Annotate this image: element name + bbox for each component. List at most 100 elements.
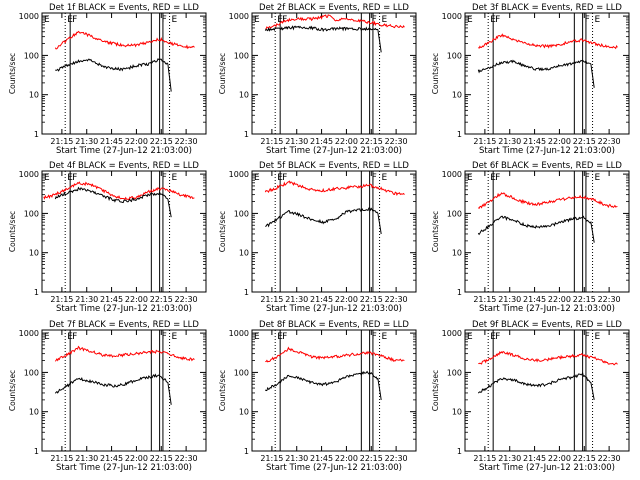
x-tick-label: 22:30 — [598, 137, 621, 146]
event-marker-letter: E — [490, 173, 496, 183]
chart-panel: Det 5f BLACK = Events, RED = LLD Start Ti… — [218, 161, 417, 314]
chart-panel: Det 4f BLACK = Events, RED = LLD Start Ti… — [8, 161, 207, 314]
y-tick-label: 1000 — [19, 170, 39, 179]
event-marker-letter: F — [495, 332, 500, 342]
x-tick-label: 21:45 — [100, 137, 123, 146]
chart-title: Det 7f BLACK = Events, RED = LLD — [49, 320, 199, 330]
event-marker-letter: F — [72, 173, 77, 183]
y-tick-label: 1 — [244, 447, 249, 456]
plot-frame — [251, 329, 417, 452]
lld-series-line — [477, 192, 618, 210]
event-marker-letter: F — [162, 332, 167, 342]
x-tick-label: 22:15 — [150, 454, 173, 463]
x-tick-label: 22:15 — [360, 137, 383, 146]
plot-frame — [251, 170, 417, 293]
plot-frame — [41, 12, 207, 135]
x-tick-label: 22:00 — [335, 137, 358, 146]
x-tick-label: 21:15 — [473, 295, 496, 304]
x-tick-label: 21:45 — [310, 454, 333, 463]
y-axis-label: Counts/sec — [218, 211, 227, 252]
chart-panel: Det 8f BLACK = Events, RED = LLD Start Ti… — [218, 320, 417, 473]
event-marker-letter: E — [382, 332, 388, 342]
event-marker-letter: E — [277, 332, 283, 342]
event-marker-letter: F — [585, 332, 590, 342]
x-tick-label: 22:00 — [335, 454, 358, 463]
lld-series-line — [478, 350, 618, 366]
chart-panel: Det 9f BLACK = Events, RED = LLD Start Ti… — [431, 320, 630, 473]
chart-title: Det 3f BLACK = Events, RED = LLD — [472, 3, 622, 13]
event-marker-letter: F — [585, 15, 590, 25]
plot-frame — [251, 12, 417, 135]
x-tick-label: 22:30 — [598, 295, 621, 304]
chart-title: Det 5f BLACK = Events, RED = LLD — [259, 161, 409, 171]
plot-frame — [464, 170, 630, 293]
event-marker-letter: E — [44, 15, 50, 25]
events-series-line — [55, 58, 172, 92]
events-series-line — [264, 25, 382, 53]
event-marker-letter: F — [495, 173, 500, 183]
y-tick-label: 1000 — [442, 170, 462, 179]
events-series-line — [477, 371, 595, 400]
x-tick-label: 21:45 — [310, 137, 333, 146]
x-tick-label: 21:15 — [260, 137, 283, 146]
events-series-line — [265, 206, 382, 235]
x-tick-label: 22:30 — [175, 454, 198, 463]
event-marker-letter: E — [467, 173, 473, 183]
event-marker-letter: E — [595, 15, 601, 25]
y-tick-label: 1000 — [19, 12, 39, 21]
x-tick-label: 21:45 — [523, 137, 546, 146]
x-tick-label: 22:15 — [360, 454, 383, 463]
chart-panel: Det 2f BLACK = Events, RED = LLD Start Ti… — [218, 3, 417, 156]
lld-series-line — [477, 33, 618, 50]
x-axis-label: Start Time (27-Jun-12 21:03:00) — [56, 304, 192, 314]
plot-frame — [464, 329, 630, 452]
x-tick-label: 22:30 — [598, 454, 621, 463]
event-marker-letter: E — [595, 332, 601, 342]
lld-series-line — [54, 345, 195, 362]
x-tick-label: 21:45 — [523, 454, 546, 463]
chart-panel: Det 3f BLACK = Events, RED = LLD Start Ti… — [431, 3, 630, 156]
event-marker-letter: F — [282, 332, 287, 342]
y-tick-label: 1 — [457, 447, 462, 456]
y-tick-label: 1 — [34, 288, 39, 297]
events-series-line — [54, 186, 172, 218]
y-axis-label: Counts/sec — [8, 53, 17, 94]
x-tick-label: 21:30 — [498, 295, 521, 304]
event-marker-letter: E — [172, 15, 178, 25]
y-tick-label: 1 — [34, 447, 39, 456]
y-tick-label: 100 — [447, 368, 462, 377]
plot-frame — [41, 170, 207, 293]
x-tick-label: 21:30 — [285, 454, 308, 463]
lld-series-line — [54, 30, 195, 50]
event-marker-letter: E — [67, 332, 73, 342]
event-marker-letter: E — [382, 15, 388, 25]
event-marker-letter: E — [595, 173, 601, 183]
chart-panel: Det 7f BLACK = Events, RED = LLD Start Ti… — [8, 320, 207, 473]
y-tick-label: 1 — [457, 130, 462, 139]
y-tick-label: 10 — [239, 91, 249, 100]
chart-title: Det 1f BLACK = Events, RED = LLD — [49, 3, 199, 13]
event-marker-letter: E — [277, 173, 283, 183]
x-tick-label: 22:15 — [573, 454, 596, 463]
event-marker-letter: E — [467, 332, 473, 342]
chart-title: Det 6f BLACK = Events, RED = LLD — [472, 161, 622, 171]
x-axis-label: Start Time (27-Jun-12 21:03:00) — [479, 146, 615, 156]
x-tick-label: 21:30 — [285, 137, 308, 146]
x-tick-label: 21:45 — [100, 454, 123, 463]
event-marker-letter: E — [467, 15, 473, 25]
y-tick-label: 1000 — [442, 12, 462, 21]
y-tick-label: 100 — [24, 209, 39, 218]
y-tick-label: 10 — [29, 249, 39, 258]
y-tick-label: 1000 — [229, 170, 249, 179]
x-tick-label: 21:45 — [310, 295, 333, 304]
y-tick-label: 1000 — [229, 12, 249, 21]
events-series-line — [54, 373, 172, 405]
x-tick-label: 22:00 — [548, 295, 571, 304]
event-marker-letter: F — [585, 173, 590, 183]
event-marker-letter: E — [490, 15, 496, 25]
x-tick-label: 22:30 — [385, 454, 408, 463]
x-tick-label: 21:15 — [50, 137, 73, 146]
x-tick-label: 21:30 — [285, 295, 308, 304]
x-tick-label: 21:30 — [75, 137, 98, 146]
